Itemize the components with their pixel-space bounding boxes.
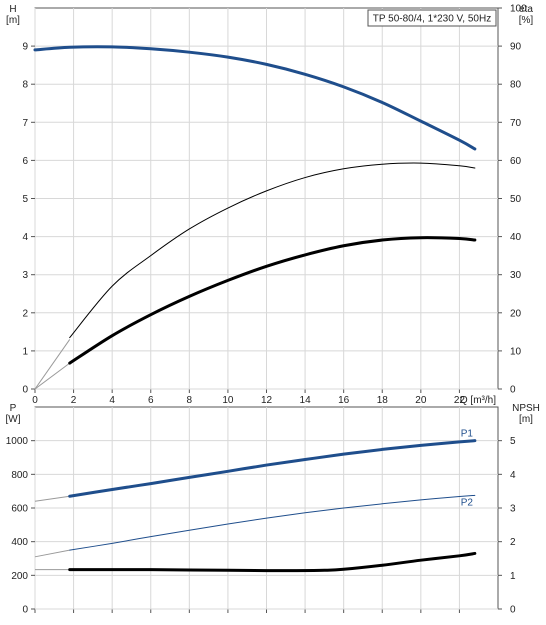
series-label-p1: P1 <box>461 429 474 440</box>
y-left-tick-label: 2 <box>22 308 28 319</box>
x-tick-label: 22 <box>454 395 466 406</box>
y-right-tick-label: 1 <box>510 571 516 582</box>
series-line-1-2 <box>69 162 476 339</box>
series-line-2-3 <box>68 551 477 573</box>
y-right-tick-label: 5 <box>510 436 516 447</box>
chart-title: TP 50-80/4, 1*230 V, 50Hz <box>373 14 491 25</box>
y-left-tick-label: 7 <box>22 118 28 129</box>
series-line-1-1 <box>33 45 477 151</box>
y-left-tick-label: 8 <box>22 80 28 91</box>
y-right-axis-unit: [%] <box>519 15 534 26</box>
x-tick-label: 18 <box>377 395 389 406</box>
x-tick-label: 14 <box>300 395 312 406</box>
y-right-tick-label: 90 <box>510 42 522 53</box>
series-label-p2: P2 <box>461 497 474 508</box>
y-left-axis-unit: [m] <box>6 15 20 26</box>
y-left-tick-label: 400 <box>11 537 28 548</box>
x-tick-label: 8 <box>187 395 193 406</box>
y-left-tick-label: 0 <box>22 605 28 616</box>
y-right-tick-label: 0 <box>510 385 516 396</box>
y-left-tick-label: 800 <box>11 470 28 481</box>
y-left-axis-label: P <box>10 403 17 414</box>
y-left-tick-label: 1000 <box>6 436 29 447</box>
y-right-tick-label: 40 <box>510 232 522 243</box>
x-tick-label: 2 <box>71 395 77 406</box>
y-right-tick-label: 20 <box>510 308 522 319</box>
series-line-1-3 <box>68 236 477 365</box>
y-left-tick-label: 200 <box>11 571 28 582</box>
y-right-tick-label: 10 <box>510 346 522 357</box>
x-tick-label: 0 <box>32 395 38 406</box>
y-left-axis-label: H <box>9 4 16 15</box>
y-left-tick-label: 4 <box>22 232 28 243</box>
series-line-2-2 <box>69 494 476 551</box>
extrapolation-line <box>34 495 70 502</box>
title-box <box>367 9 497 27</box>
y-left-tick-label: 5 <box>22 194 28 205</box>
y-right-tick-label: 70 <box>510 118 522 129</box>
y-right-tick-label: 4 <box>510 470 516 481</box>
y-left-axis-unit: [W] <box>6 414 21 425</box>
y-left-tick-label: 0 <box>22 385 28 396</box>
y-right-tick-label: 30 <box>510 270 522 281</box>
y-left-tick-label: 600 <box>11 504 28 515</box>
extrapolation-line <box>34 339 71 390</box>
y-right-axis-label: eta <box>519 4 533 15</box>
y-right-tick-label: 60 <box>510 156 522 167</box>
y-left-tick-label: 6 <box>22 156 28 167</box>
y-right-tick-label: 0 <box>510 605 516 616</box>
x-tick-label: 20 <box>415 395 427 406</box>
x-tick-label: 12 <box>261 395 273 406</box>
y-right-tick-label: 80 <box>510 80 522 91</box>
x-tick-label: 6 <box>148 395 154 406</box>
extrapolation-line <box>34 362 71 390</box>
extrapolation-line <box>34 549 70 558</box>
y-right-tick-label: 100 <box>510 4 527 15</box>
x-axis-label: Q [m³/h] <box>460 395 496 406</box>
y-right-tick-label: 3 <box>510 504 516 515</box>
y-left-tick-label: 3 <box>22 270 28 281</box>
x-tick-label: 10 <box>222 395 234 406</box>
series-line-2-1 <box>68 439 477 498</box>
y-right-tick-label: 50 <box>510 194 522 205</box>
y-right-axis-label: NPSH <box>512 403 540 414</box>
y-left-tick-label: 9 <box>22 42 28 53</box>
x-tick-label: 16 <box>338 395 350 406</box>
x-tick-label: 4 <box>109 395 115 406</box>
y-right-axis-unit: [m] <box>519 414 533 425</box>
y-left-tick-label: 1 <box>22 346 28 357</box>
y-right-tick-label: 2 <box>510 537 516 548</box>
